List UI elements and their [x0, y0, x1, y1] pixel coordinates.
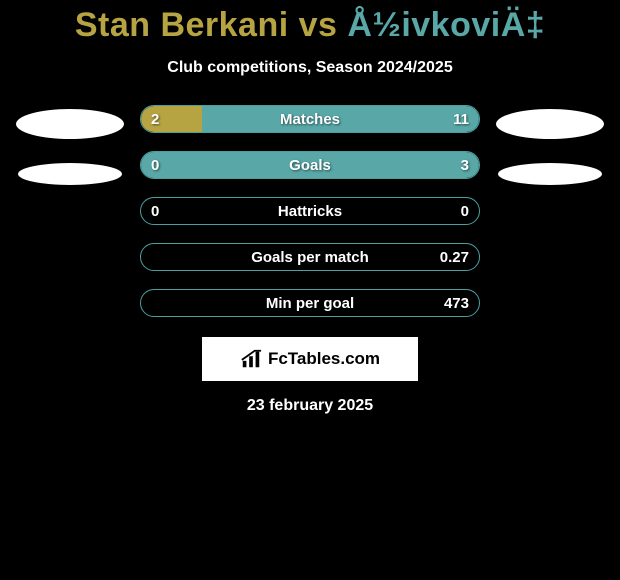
stat-row: 211Matches — [140, 105, 480, 133]
player1-badge-col — [0, 105, 140, 185]
player2-club-icon — [498, 163, 602, 185]
stat-label: Min per goal — [141, 290, 479, 316]
comparison-widget: Stan Berkani vs Å½ivkoviÄ‡ Club competit… — [0, 0, 620, 415]
stat-row: 03Goals — [140, 151, 480, 179]
player1-badge-icon — [16, 109, 124, 139]
stat-row: 473Min per goal — [140, 289, 480, 317]
stat-label: Hattricks — [141, 198, 479, 224]
title: Stan Berkani vs Å½ivkoviÄ‡ — [75, 6, 545, 45]
subtitle: Club competitions, Season 2024/2025 — [167, 59, 452, 77]
player2-name: Å½ivkoviÄ‡ — [347, 6, 545, 44]
stats-area: 211Matches 03Goals 00Hattricks 0.27Goals pe… — [0, 105, 620, 317]
fctables-logo: FcTables.com — [202, 337, 418, 381]
stat-label: Goals — [141, 152, 479, 178]
date: 23 february 2025 — [247, 397, 373, 415]
player2-badge-col — [480, 105, 620, 185]
stat-bars: 211Matches 03Goals 00Hattricks 0.27Goals pe… — [140, 105, 480, 317]
player1-club-icon — [18, 163, 122, 185]
stat-row: 00Hattricks — [140, 197, 480, 225]
vs-text: vs — [289, 6, 348, 44]
stat-label: Goals per match — [141, 244, 479, 270]
player1-name: Stan Berkani — [75, 6, 289, 44]
player2-badge-icon — [496, 109, 604, 139]
stat-row: 0.27Goals per match — [140, 243, 480, 271]
logo-text: FcTables.com — [268, 349, 380, 369]
stat-label: Matches — [141, 106, 479, 132]
chart-icon — [240, 348, 262, 370]
